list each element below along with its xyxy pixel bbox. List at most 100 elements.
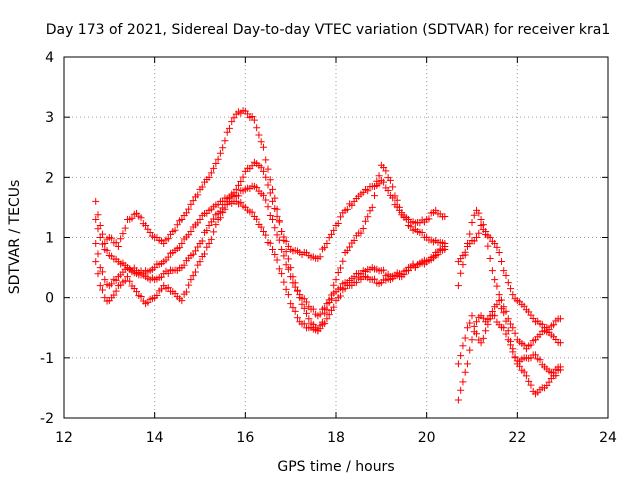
data-point [269, 215, 277, 223]
data-point [459, 261, 467, 269]
data-point-interp [303, 298, 311, 306]
data-point-interp [275, 265, 283, 273]
data-point [468, 312, 476, 320]
data-point-interp [108, 234, 116, 242]
data-point-interp [361, 217, 369, 225]
data-point-interp [527, 381, 535, 389]
data-point-interp [108, 280, 116, 288]
data-point-interp [527, 341, 535, 349]
data-point [269, 185, 277, 193]
data-point-interp [203, 227, 211, 235]
data-point-interp [457, 269, 465, 277]
data-point-interp [191, 247, 199, 255]
data-points [92, 107, 564, 404]
data-point-interp [248, 208, 256, 216]
data-point-interp [300, 304, 308, 312]
data-point-interp [273, 256, 281, 264]
series-track-g [454, 297, 564, 398]
data-point-interp [112, 287, 120, 295]
data-point-interp [364, 213, 372, 221]
data-point-interp [493, 282, 501, 290]
data-point [92, 215, 100, 223]
data-point [259, 167, 267, 175]
data-point [278, 246, 286, 254]
data-point-interp [475, 229, 483, 237]
data-point-interp [273, 231, 281, 239]
data-point [269, 246, 277, 254]
series-track-c [92, 107, 449, 335]
y-tick-label: 2 [45, 170, 54, 186]
data-point-interp [466, 346, 474, 354]
data-point-interp [330, 226, 338, 234]
data-point [250, 116, 258, 124]
data-point-interp [321, 320, 329, 328]
data-point-interp [457, 386, 465, 394]
data-point-interp [282, 248, 290, 256]
data-point [477, 339, 485, 347]
data-point-interp [273, 205, 281, 213]
data-point [556, 366, 564, 374]
data-point-interp [384, 186, 392, 194]
data-point-interp [330, 281, 338, 289]
data-point-interp [316, 310, 324, 318]
data-point [500, 267, 508, 275]
data-point [92, 197, 100, 205]
data-point-interp [237, 198, 245, 206]
data-point [463, 360, 471, 368]
data-point-interp [327, 291, 335, 299]
data-point-interp [137, 293, 145, 301]
data-point-interp [262, 196, 270, 204]
data-point-interp [239, 173, 247, 181]
data-point [205, 173, 213, 181]
data-point-interp [191, 268, 199, 276]
data-point-interp [207, 169, 215, 177]
data-point-interp [488, 307, 496, 315]
data-point-interp [497, 258, 505, 266]
series-track-h [454, 221, 564, 353]
chart-title: Day 173 of 2021, Sidereal Day-to-day VTE… [46, 22, 611, 38]
data-point-interp [346, 243, 354, 251]
data-point [368, 203, 376, 211]
data-point [495, 249, 503, 257]
data-point-interp [470, 237, 478, 245]
data-point-interp [520, 341, 528, 349]
data-point [142, 221, 150, 229]
data-point [323, 315, 331, 323]
data-point-interp [400, 271, 408, 279]
data-point-interp [185, 205, 193, 213]
data-point [509, 324, 517, 332]
data-point [205, 221, 213, 229]
y-tick-label: 3 [45, 110, 54, 126]
data-point-interp [371, 275, 379, 283]
data-point-interp [112, 276, 120, 284]
data-point-interp [293, 314, 301, 322]
data-point-interp [497, 296, 505, 304]
data-point-interp [173, 221, 181, 229]
data-point [531, 351, 539, 359]
data-point [477, 215, 485, 223]
data-point [459, 342, 467, 350]
data-point [486, 234, 494, 241]
data-point [196, 215, 204, 223]
data-point-interp [398, 209, 406, 217]
data-point-interp [291, 307, 299, 315]
data-point-interp [507, 285, 515, 293]
data-point-interp [373, 182, 381, 190]
x-tick-label: 18 [327, 430, 345, 446]
data-point-interp [207, 235, 215, 243]
data-point-interp [293, 287, 301, 295]
data-point [509, 345, 517, 353]
data-point [151, 264, 159, 272]
data-point-interp [153, 291, 161, 299]
data-point [350, 237, 358, 245]
data-point [500, 303, 508, 311]
data-point-interp [466, 319, 474, 327]
data-point-interp [525, 377, 533, 385]
data-point-interp [257, 223, 265, 231]
data-point-interp [375, 172, 383, 180]
x-tick-label: 24 [599, 430, 617, 446]
data-point-interp [502, 307, 510, 315]
data-point-interp [357, 229, 365, 237]
data-point-interp [182, 209, 190, 217]
